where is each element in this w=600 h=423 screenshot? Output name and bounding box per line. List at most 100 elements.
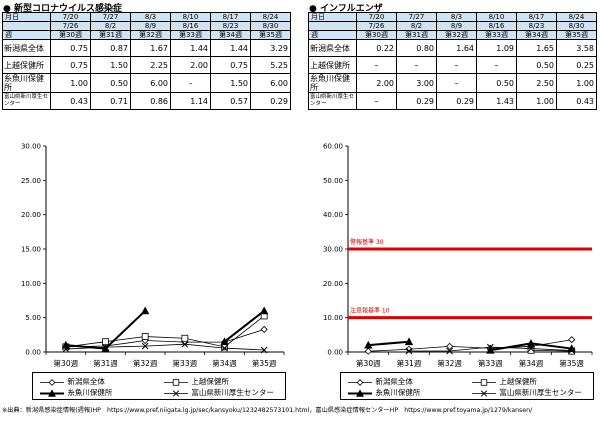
value-cell: 6.00	[130, 73, 171, 93]
header-cell: 8/9	[436, 21, 477, 31]
data-point	[364, 347, 372, 355]
header-label	[308, 21, 357, 31]
data-point	[102, 338, 109, 346]
value-cell: –	[436, 56, 477, 74]
x-tick-label: 第34週	[519, 358, 544, 368]
header-cell: 8/30	[556, 21, 597, 31]
data-point	[61, 340, 71, 349]
header-cell: 8/24	[556, 12, 597, 22]
legend-swatch-marker	[48, 388, 56, 397]
legend-swatch-marker	[480, 378, 488, 386]
covid-line-chart: 0.00 5.00 10.00 15.00 20.00 25.00 30.00 第30週 第31…	[21, 143, 285, 368]
data-point	[364, 340, 373, 349]
value-cell: 5.25	[250, 56, 291, 74]
covid-table: 月日 7/20 7/27 8/3 8/10 8/17 8/24 7/26 8/2 8/9 8/16 8…	[2, 12, 291, 110]
value-cell: 1.00	[516, 92, 557, 110]
value-cell: 0.22	[356, 39, 397, 57]
bullet-icon: ●	[309, 4, 317, 14]
x-tick-label: 第35週	[559, 358, 584, 368]
flu-table: 月日 7/20 7/27 8/3 8/10 8/17 8/24 7/26 8/2 8/9 8/16 8…	[308, 12, 597, 110]
row-label: 新潟県全体	[308, 39, 357, 57]
value-cell: 1.64	[436, 39, 477, 57]
value-cell: 1.44	[210, 39, 251, 57]
data-point	[181, 334, 189, 342]
series-toyama	[405, 343, 576, 355]
header-cell: 第31週	[396, 30, 437, 40]
data-point	[527, 346, 535, 354]
header-row: 7/26 8/2 8/9 8/16 8/23 8/30	[2, 21, 291, 31]
data-point	[62, 345, 70, 353]
legend-item-toyama: 富山県新川厚生センター	[471, 387, 582, 398]
table-row: 上越保健所 – – – –0.50 0.25	[308, 56, 597, 74]
value-cell: 1.09	[476, 39, 517, 57]
value-cell: 0.43	[50, 92, 91, 110]
value-cell: 0.50	[476, 73, 517, 93]
y-tick-label: 0.00	[25, 349, 41, 357]
x-tick-label: 第31週	[397, 358, 422, 368]
y-tick-label: 15.00	[21, 246, 41, 254]
header-cell: 7/27	[90, 12, 131, 22]
value-cell: 1.44	[170, 39, 211, 57]
flu-legend: 新潟県全体 上越保健所 糸魚川保健所 富山県新川厚生センター	[340, 372, 594, 400]
legend-label: 糸魚川保健所	[373, 388, 421, 397]
value-cell: –	[396, 56, 437, 74]
x-tick-label: 第33週	[478, 358, 503, 368]
x-tick-label: 第32週	[437, 358, 462, 368]
row-label: 上越保健所	[308, 56, 357, 74]
row-label: 糸魚川保健所	[308, 73, 357, 93]
y-tick-label: 10.00	[323, 314, 343, 322]
table-row: 新潟県全体 0.75 0.87 1.67 1.44 1.44 3.29	[2, 39, 291, 57]
value-cell: –	[436, 73, 477, 93]
covid-legend: 新潟県全体 上越保健所 糸魚川保健所 富山県新川厚生センター	[32, 372, 286, 400]
header-cell: 8/23	[210, 21, 251, 31]
value-cell: –	[476, 56, 517, 74]
value-cell: –	[356, 56, 397, 74]
legend-swatch-marker	[172, 378, 180, 386]
row-label: 新潟県全体	[2, 39, 51, 57]
header-cell: 第32週	[436, 30, 477, 40]
data-point	[220, 337, 229, 346]
value-cell: –	[170, 73, 211, 93]
series-line	[223, 310, 265, 343]
value-cell: 6.00	[250, 73, 291, 93]
value-cell: 1.14	[170, 92, 211, 110]
header-label: 月日	[308, 12, 357, 22]
x-tick-label: 第32週	[133, 358, 158, 368]
value-cell: 1.67	[130, 39, 171, 57]
header-row: 週第30週 第31週 第32週 第33週 第34週 第35週	[308, 30, 597, 40]
series-itoigawa	[364, 337, 576, 354]
value-cell: 2.00	[356, 73, 397, 93]
header-cell: 8/9	[130, 21, 171, 31]
legend-item-toyama: 富山県新川厚生センター	[163, 387, 274, 398]
source-footnote: ※出典：新潟県感染症情報(週報)HP https://www.pref.niig…	[2, 407, 533, 414]
series-line	[368, 340, 410, 347]
legend-swatch	[164, 389, 188, 397]
header-cell: 8/23	[516, 21, 557, 31]
header-cell: 第35週	[250, 30, 291, 40]
data-point	[446, 347, 454, 355]
y-tick-label: 40.00	[323, 211, 343, 219]
data-point	[102, 343, 109, 351]
value-cell: 0.80	[396, 39, 437, 57]
header-cell: 第32週	[130, 30, 171, 40]
header-cell: 8/2	[90, 21, 131, 31]
legend-swatch-marker	[480, 389, 488, 397]
data-point	[181, 340, 189, 348]
value-cell: 3.29	[250, 39, 291, 57]
series-niigata	[62, 325, 268, 351]
value-cell: 0.75	[210, 56, 251, 74]
value-cell: 1.50	[210, 73, 251, 93]
legend-swatch-marker	[356, 378, 364, 386]
header-cell: 第33週	[170, 30, 211, 40]
value-cell: 0.29	[436, 92, 477, 110]
row-label: 富山県新川厚生センター	[308, 92, 357, 110]
header-row: 月日 7/20 7/27 8/3 8/10 8/17 8/24	[308, 12, 597, 22]
legend-swatch	[40, 388, 64, 397]
y-tick-label: 20.00	[21, 211, 41, 219]
data-point	[140, 306, 150, 315]
header-row: 月日 7/20 7/27 8/3 8/10 8/17 8/24	[2, 12, 291, 22]
table-row: 糸魚川保健所 2.00 3.00–0.50 2.50 1.00	[308, 73, 597, 93]
value-cell: 3.58	[556, 39, 597, 57]
data-point	[404, 337, 414, 346]
table-row: 新潟県全体 0.22 0.80 1.64 1.09 1.65 3.58	[308, 39, 597, 57]
